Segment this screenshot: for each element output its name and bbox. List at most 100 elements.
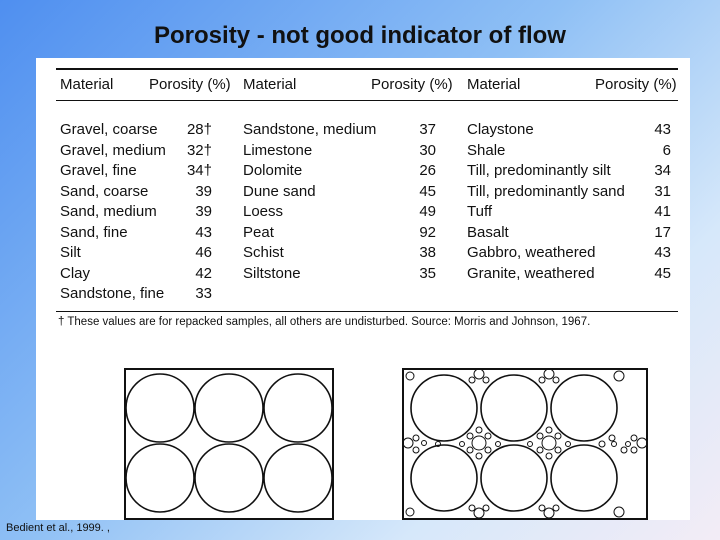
fine-grain [620,446,628,454]
fine-grain [536,446,544,454]
fine-grain [541,435,557,451]
fine-grain [468,376,476,384]
fine-grain [435,441,441,447]
porosity-value: 34 [654,162,671,179]
grain [410,374,478,442]
porosity-value: 42 [195,264,212,282]
fine-grain [636,437,648,449]
porosity-value: 38 [419,244,436,261]
porosity-value: 92 [419,223,436,241]
material-name: Gravel, coarse [60,121,158,138]
material-name: Gabbro, weathered [467,244,596,261]
fine-grain [613,370,625,382]
material-name: Till, predominantly sand [467,182,625,200]
header-porosity-3: Porosity (%) [595,76,677,93]
material-name: Granite, weathered [467,264,595,282]
fine-grain [552,376,560,384]
mixed-grain-packing-diagram [402,368,648,520]
fine-grain [468,504,476,512]
diagram-frame [124,368,334,520]
table-footnote: † These values are for repacked samples,… [58,316,591,328]
porosity-value: 33 [195,285,212,302]
porosity-value: 28† [186,121,212,138]
material-name: Sand, coarse [60,182,149,200]
table-bottom-rule [56,311,678,312]
material-name: Schist [243,244,284,261]
fine-grain [545,452,553,460]
material-name: Tuff [467,203,493,220]
porosity-value: 32† [186,141,212,159]
material-name: Sand, fine [60,223,128,241]
slide-title: Porosity - not good indicator of flow [154,22,566,49]
porosity-value: 43 [654,121,671,138]
fine-grain [536,432,544,440]
material-name: Shale [467,141,506,159]
material-name: Claystone [467,121,534,138]
grain [410,444,478,512]
fine-grain [459,441,465,447]
porosity-value: 43 [654,244,671,261]
fine-grain [471,435,487,451]
table-header-rule [56,100,678,101]
porosity-value: 35 [419,264,436,282]
fine-grain [611,441,617,447]
porosity-value: 46 [195,244,212,261]
fine-grain [552,504,560,512]
material-name: Sand, medium [60,203,157,220]
porosity-value: 39 [195,203,212,220]
fine-grain [538,504,546,512]
content-panel: Material Porosity (%) Material Porosity … [36,58,690,520]
porosity-value: 6 [662,141,671,159]
fine-grain [554,446,562,454]
fine-grain [412,446,420,454]
fine-grain [402,437,414,449]
grain [550,374,618,442]
header-porosity-2: Porosity (%) [371,76,453,93]
material-name: Clay [60,264,91,282]
fine-grain [565,441,571,447]
fine-grain [543,507,555,519]
porosity-value: 26 [419,162,436,179]
fine-grain [495,441,501,447]
fine-grain [598,440,606,448]
material-name: Sandstone, medium [243,121,377,138]
porosity-value: 30 [419,141,436,159]
fine-grain [482,504,490,512]
uniform-grain-packing-diagram [124,368,334,520]
porosity-value: 45 [654,264,671,282]
grain [194,373,264,443]
material-name: Siltstone [243,264,301,282]
header-porosity-1: Porosity (%) [149,76,231,93]
porosity-value: 39 [195,182,212,200]
header-material-2: Material [243,76,297,93]
material-name: Sandstone, fine [60,285,165,302]
fine-grain [527,441,533,447]
fine-grain [482,376,490,384]
fine-grain [630,446,638,454]
fine-grain [484,446,492,454]
porosity-value: 17 [654,223,671,241]
grain [480,374,548,442]
porosity-value: 43 [195,223,212,241]
fine-grain [475,426,483,434]
porosity-value: 31 [654,182,671,200]
grain [550,444,618,512]
grain [263,373,333,443]
fine-grain [554,432,562,440]
material-name: Dune sand [243,182,316,200]
grain [480,444,548,512]
grain [125,373,195,443]
source-citation: Bedient et al., 1999. , [6,522,110,534]
grain [263,443,333,513]
fine-grain [608,434,616,442]
fine-grain [405,371,415,381]
fine-grain [545,426,553,434]
fine-grain [473,507,485,519]
porosity-value: 34† [186,162,212,179]
fine-grain [475,452,483,460]
porosity-value: 49 [419,203,436,220]
material-name: Limestone [243,141,313,159]
fine-grain [421,440,427,446]
fine-grain [630,434,638,442]
fine-grain [466,446,474,454]
